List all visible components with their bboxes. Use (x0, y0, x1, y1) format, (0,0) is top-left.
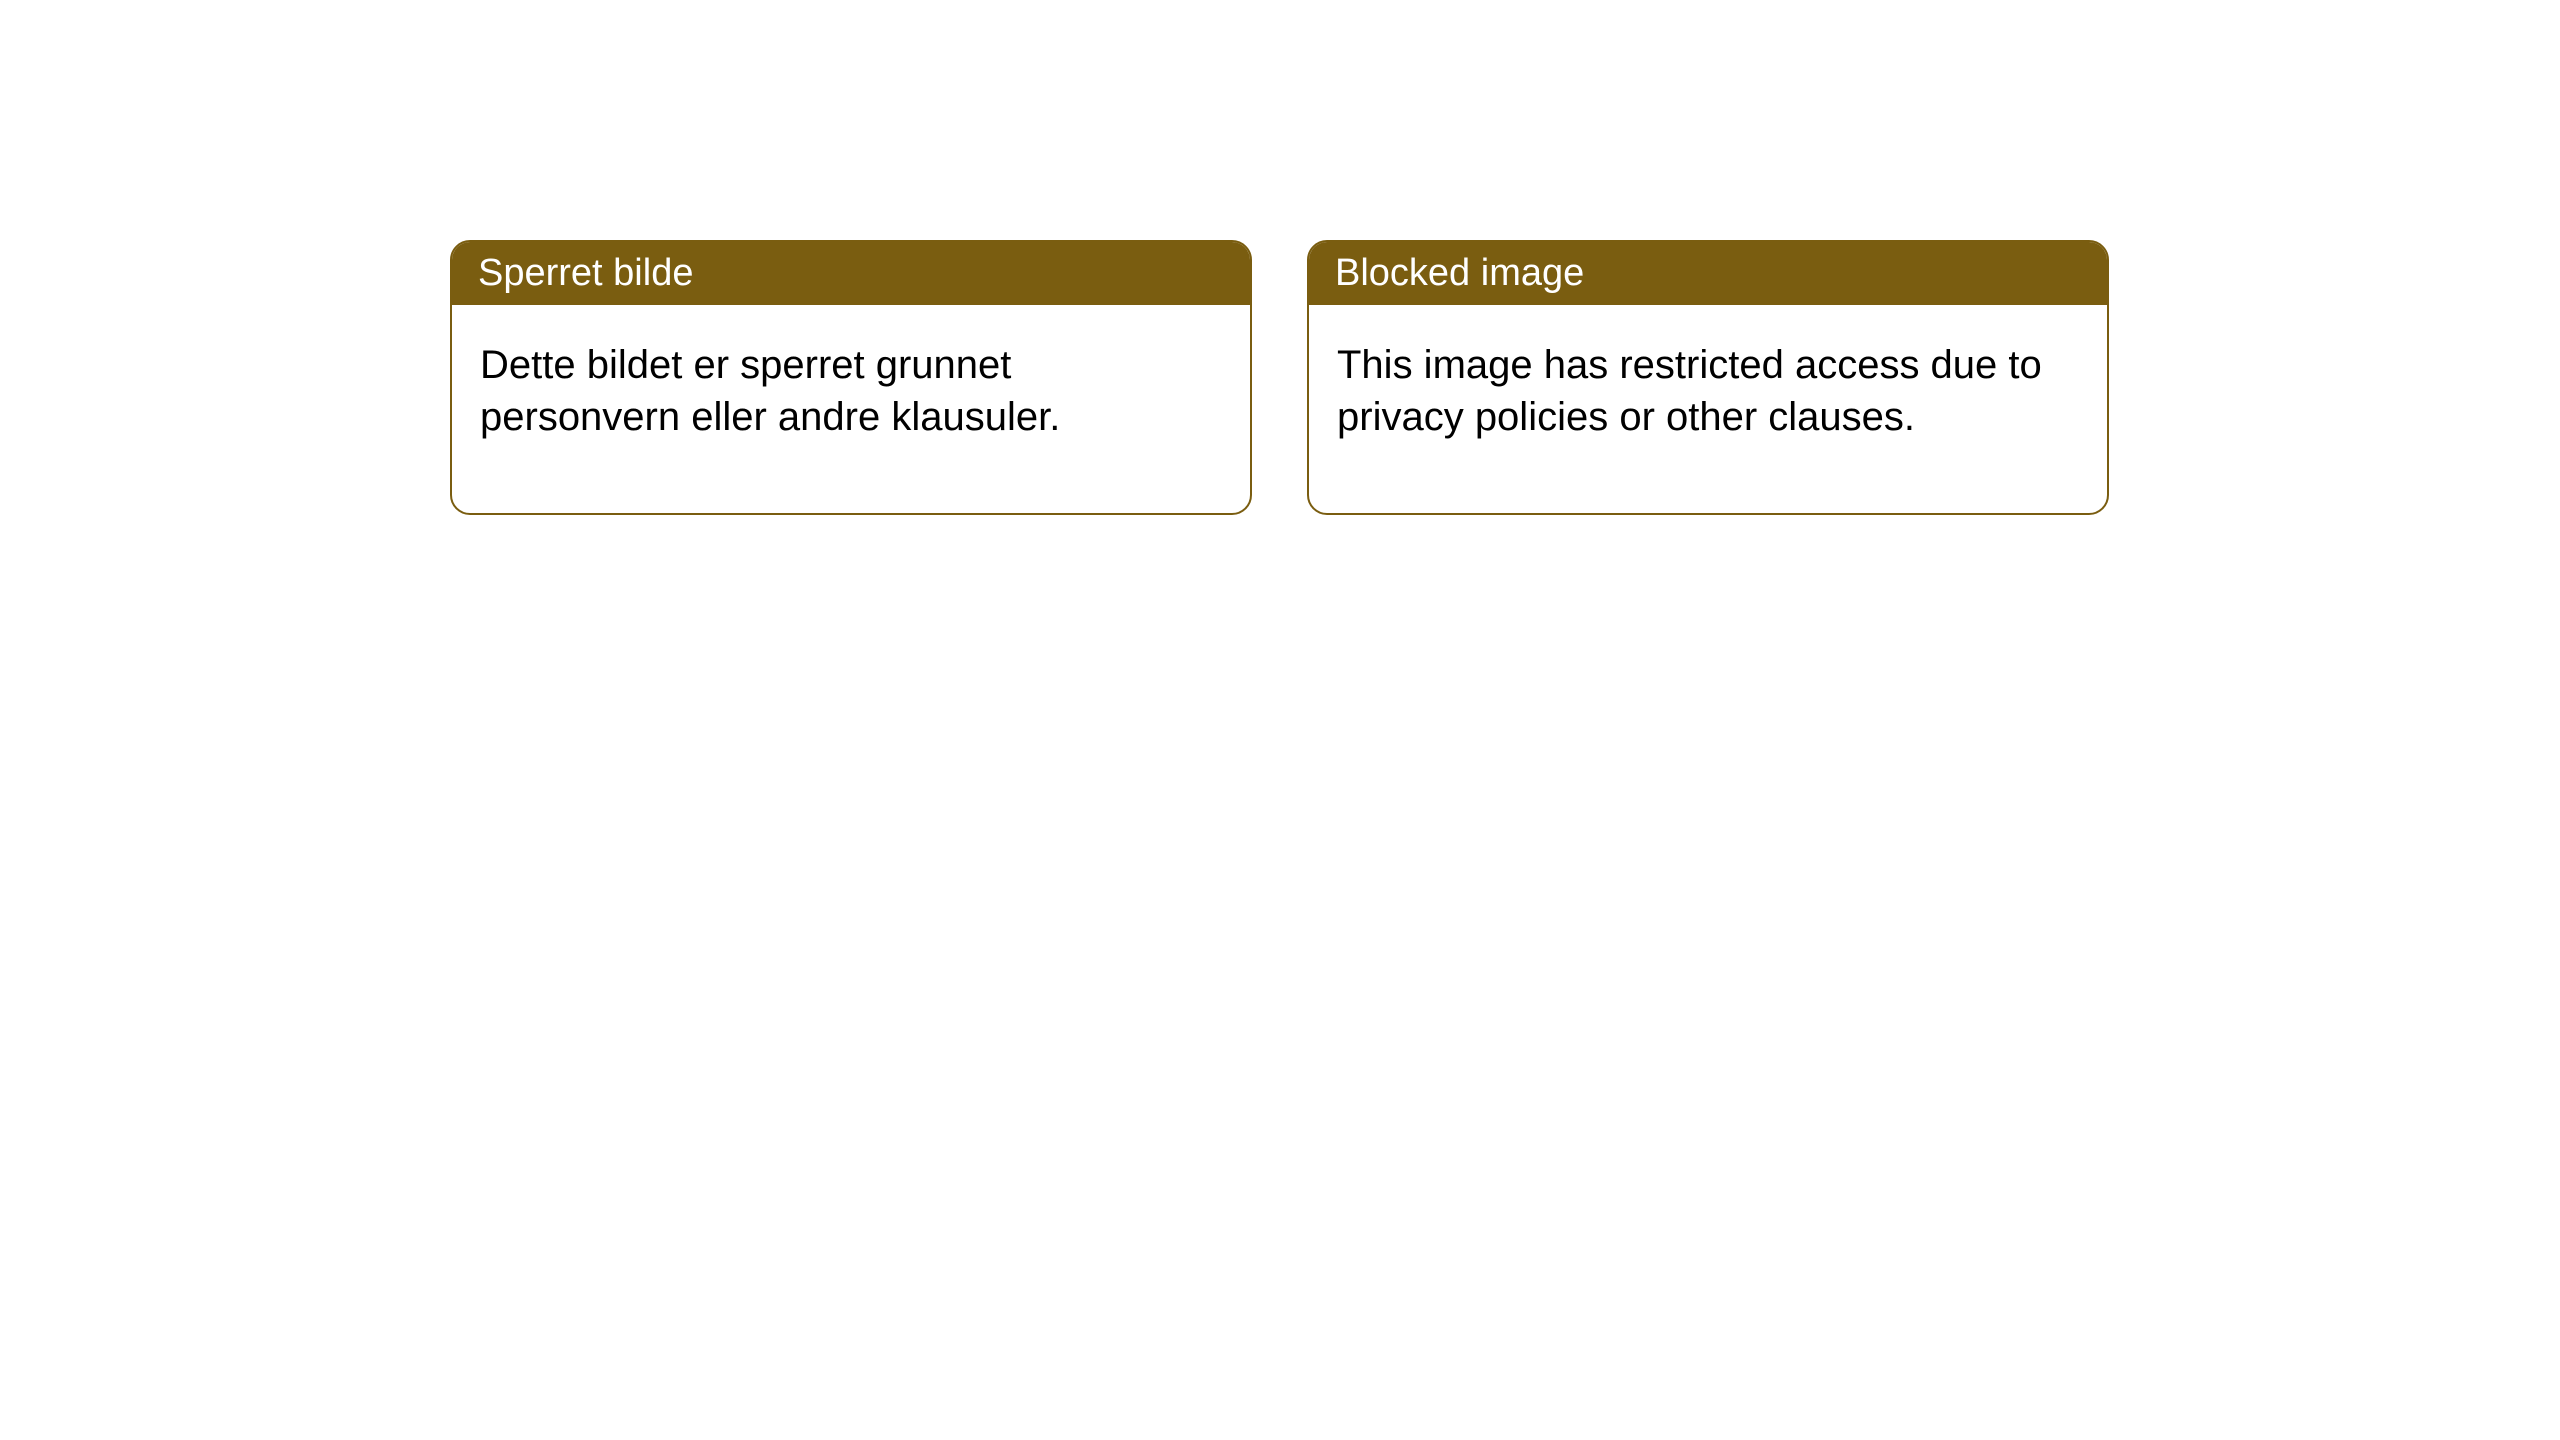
notice-container: Sperret bilde Dette bildet er sperret gr… (450, 240, 2109, 515)
notice-header: Sperret bilde (452, 242, 1250, 305)
notice-box-english: Blocked image This image has restricted … (1307, 240, 2109, 515)
notice-header: Blocked image (1309, 242, 2107, 305)
notice-body: This image has restricted access due to … (1309, 305, 2107, 513)
notice-box-norwegian: Sperret bilde Dette bildet er sperret gr… (450, 240, 1252, 515)
notice-body: Dette bildet er sperret grunnet personve… (452, 305, 1250, 513)
